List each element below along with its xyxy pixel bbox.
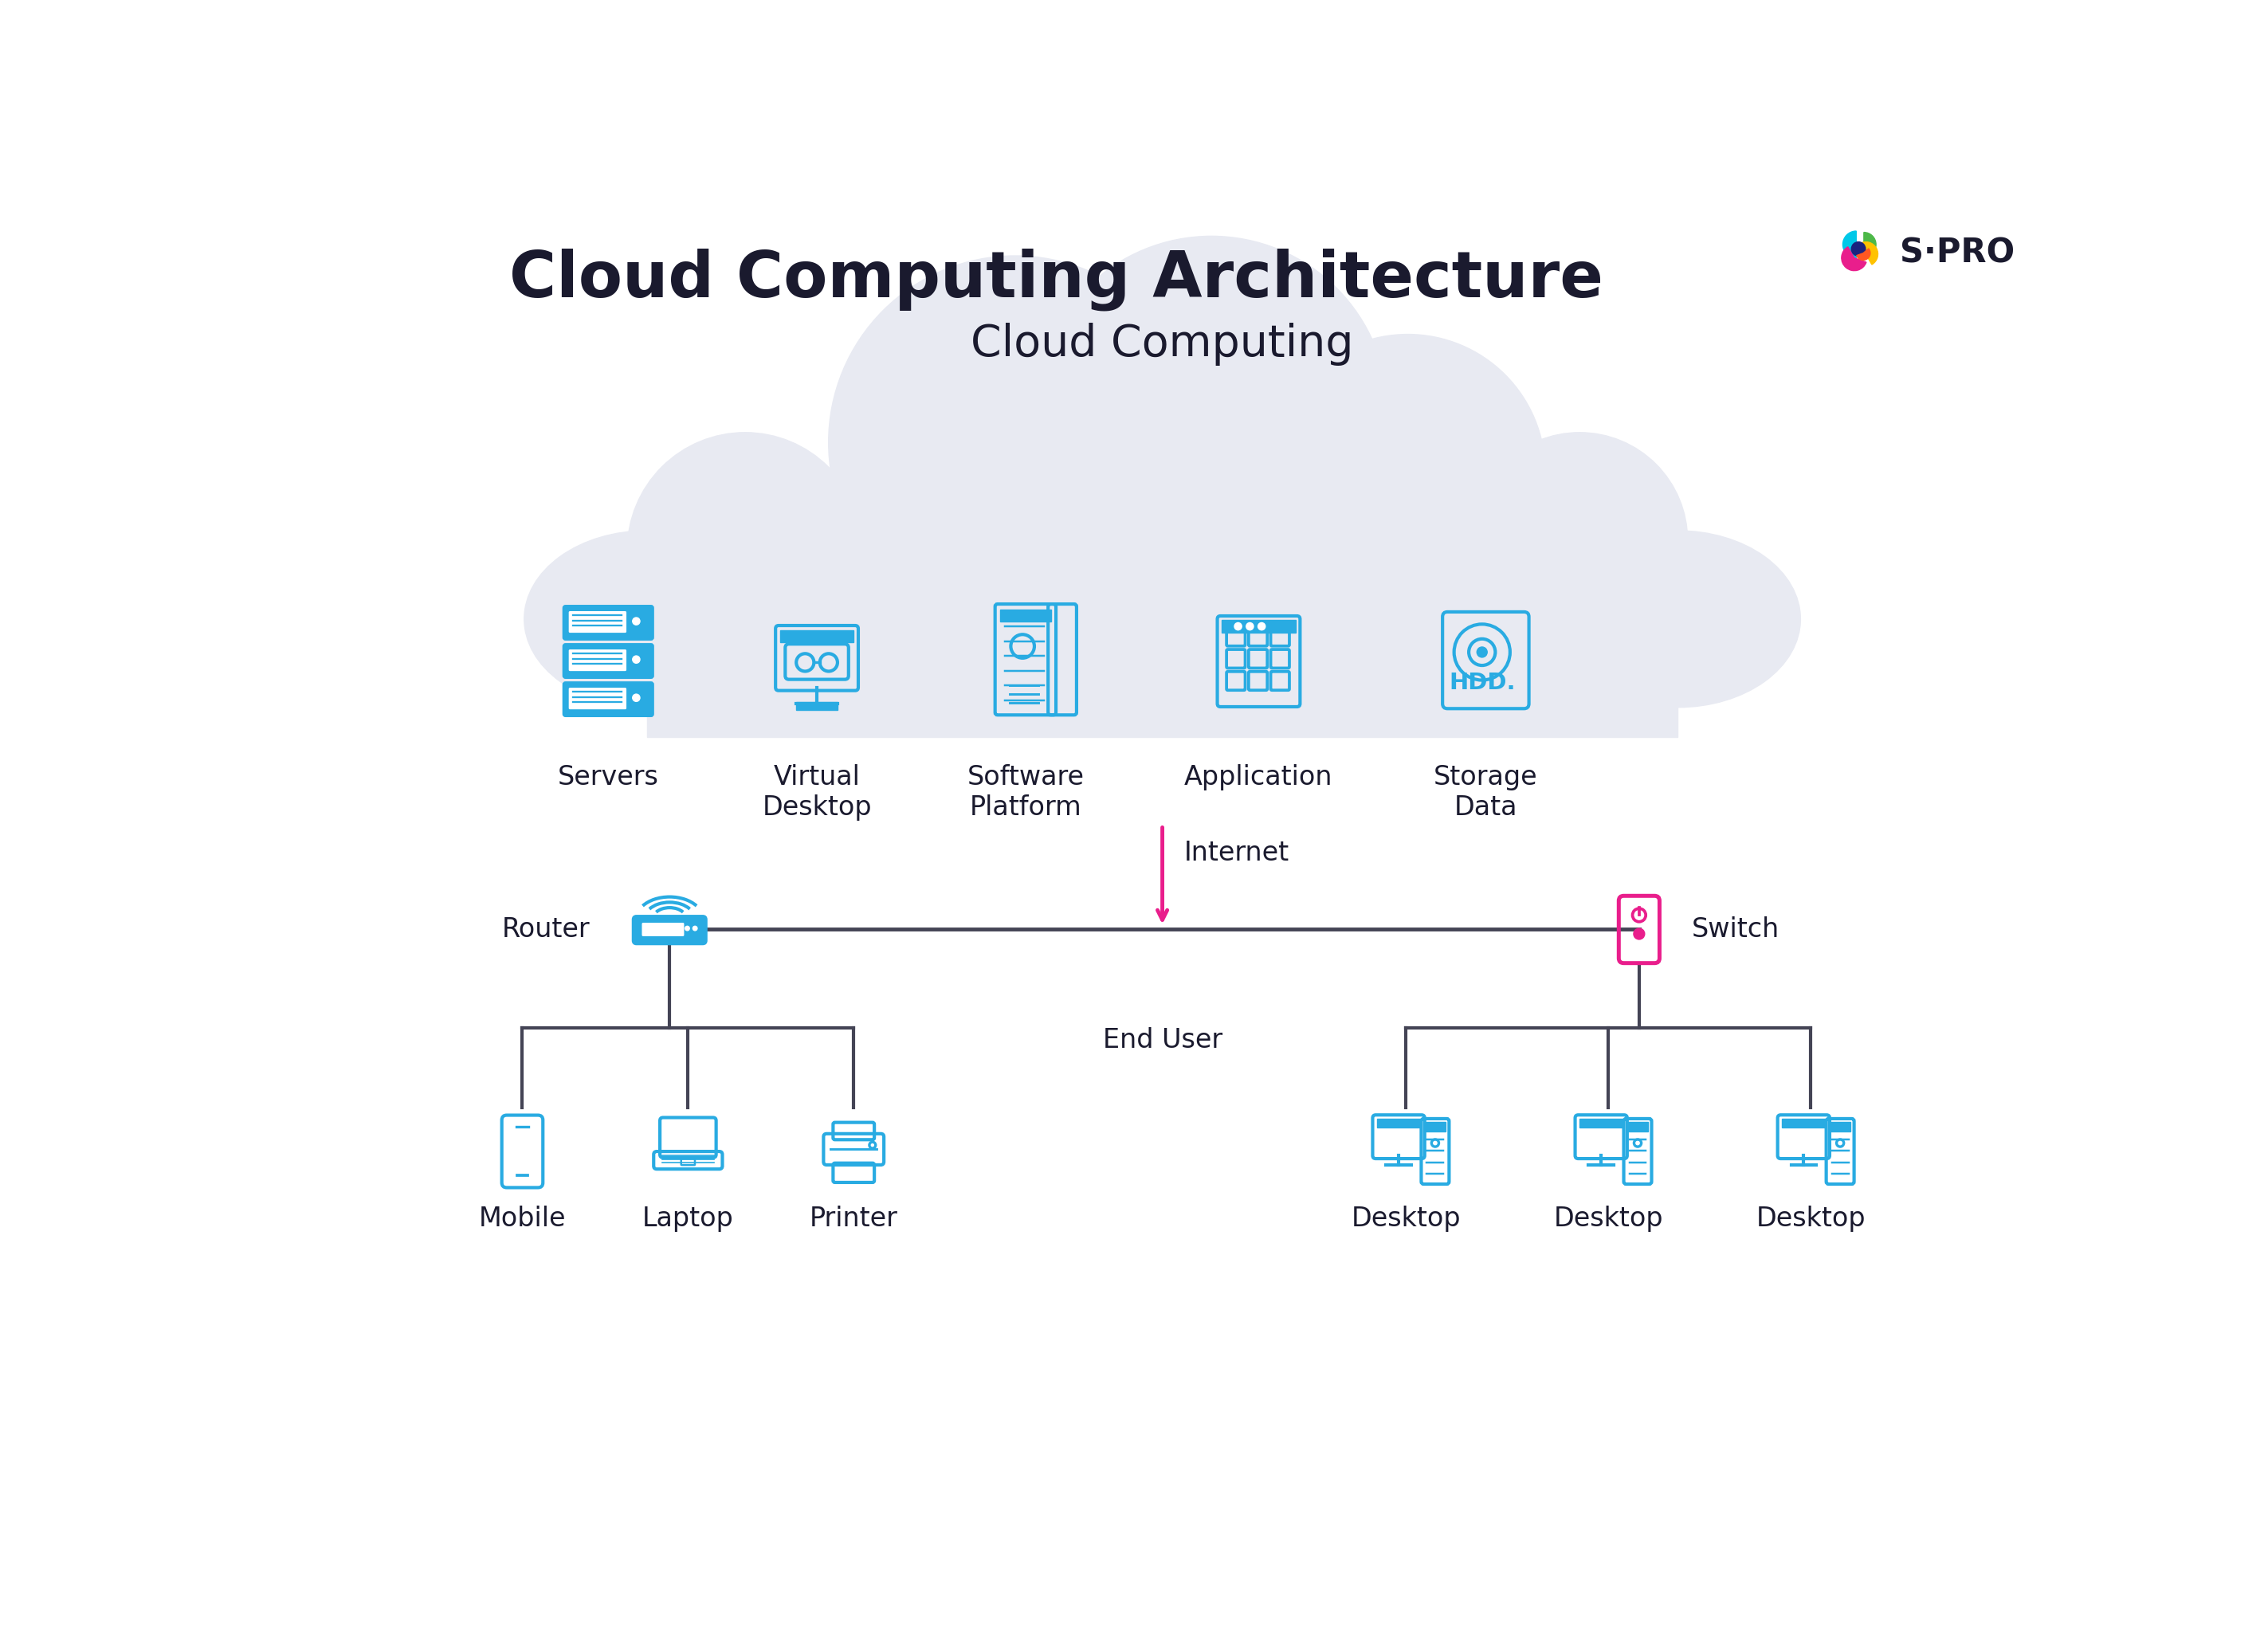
- Bar: [1626, 1123, 1649, 1131]
- Text: Desktop: Desktop: [1554, 1205, 1662, 1232]
- Text: Mobile: Mobile: [479, 1205, 567, 1232]
- Bar: [780, 631, 853, 642]
- Text: Virtual
Desktop: Virtual Desktop: [762, 764, 871, 821]
- Text: Application: Application: [1184, 764, 1334, 791]
- Ellipse shape: [683, 477, 1642, 731]
- Circle shape: [678, 926, 683, 931]
- Bar: [1830, 1123, 1851, 1131]
- Bar: [1783, 1119, 1826, 1128]
- Circle shape: [828, 256, 1202, 629]
- FancyBboxPatch shape: [569, 611, 626, 632]
- Circle shape: [628, 652, 644, 667]
- Wedge shape: [1864, 233, 1876, 256]
- Circle shape: [633, 617, 640, 624]
- Text: S·PRO: S·PRO: [1901, 236, 2014, 269]
- Circle shape: [628, 433, 862, 669]
- Bar: [1222, 619, 1295, 632]
- Ellipse shape: [1556, 530, 1801, 707]
- Circle shape: [1259, 622, 1266, 631]
- Circle shape: [628, 690, 644, 705]
- Circle shape: [628, 614, 644, 629]
- Wedge shape: [1842, 248, 1867, 271]
- Text: Desktop: Desktop: [1755, 1205, 1867, 1232]
- Text: Storage
Data: Storage Data: [1433, 764, 1538, 821]
- Circle shape: [1472, 433, 1687, 649]
- Circle shape: [633, 693, 640, 702]
- Circle shape: [1245, 622, 1254, 631]
- Text: Switch: Switch: [1692, 916, 1778, 943]
- Wedge shape: [1857, 249, 1871, 261]
- FancyBboxPatch shape: [569, 649, 626, 670]
- Text: Router: Router: [501, 916, 590, 943]
- Circle shape: [1476, 647, 1488, 657]
- Circle shape: [1034, 236, 1388, 589]
- Circle shape: [685, 926, 689, 931]
- Bar: [1579, 1119, 1624, 1128]
- Text: Desktop: Desktop: [1352, 1205, 1461, 1232]
- Circle shape: [1851, 243, 1867, 256]
- Wedge shape: [1844, 231, 1855, 258]
- FancyBboxPatch shape: [565, 644, 653, 677]
- Circle shape: [1633, 928, 1644, 939]
- Text: Printer: Printer: [810, 1205, 898, 1232]
- FancyBboxPatch shape: [569, 688, 626, 710]
- Wedge shape: [1860, 243, 1878, 264]
- Text: Laptop: Laptop: [642, 1205, 735, 1232]
- Ellipse shape: [524, 530, 769, 707]
- Circle shape: [633, 655, 640, 664]
- Text: Software
Platform: Software Platform: [966, 764, 1084, 821]
- Circle shape: [692, 926, 696, 931]
- FancyBboxPatch shape: [565, 684, 653, 717]
- Text: HDD.: HDD.: [1449, 672, 1515, 693]
- Bar: [1424, 1123, 1445, 1131]
- Text: Cloud Computing: Cloud Computing: [971, 322, 1354, 365]
- FancyBboxPatch shape: [642, 923, 685, 936]
- Text: Cloud Computing Architecture: Cloud Computing Architecture: [510, 248, 1603, 310]
- Circle shape: [1270, 334, 1545, 609]
- Text: Internet: Internet: [1184, 840, 1288, 865]
- Circle shape: [667, 916, 671, 921]
- Bar: [796, 702, 837, 710]
- Text: End User: End User: [1102, 1027, 1222, 1053]
- Bar: [1377, 1119, 1420, 1128]
- Bar: [1000, 609, 1052, 621]
- Bar: [646, 614, 1678, 736]
- Text: Servers: Servers: [558, 764, 658, 791]
- FancyBboxPatch shape: [633, 916, 705, 944]
- Circle shape: [1234, 622, 1243, 631]
- FancyBboxPatch shape: [565, 606, 653, 639]
